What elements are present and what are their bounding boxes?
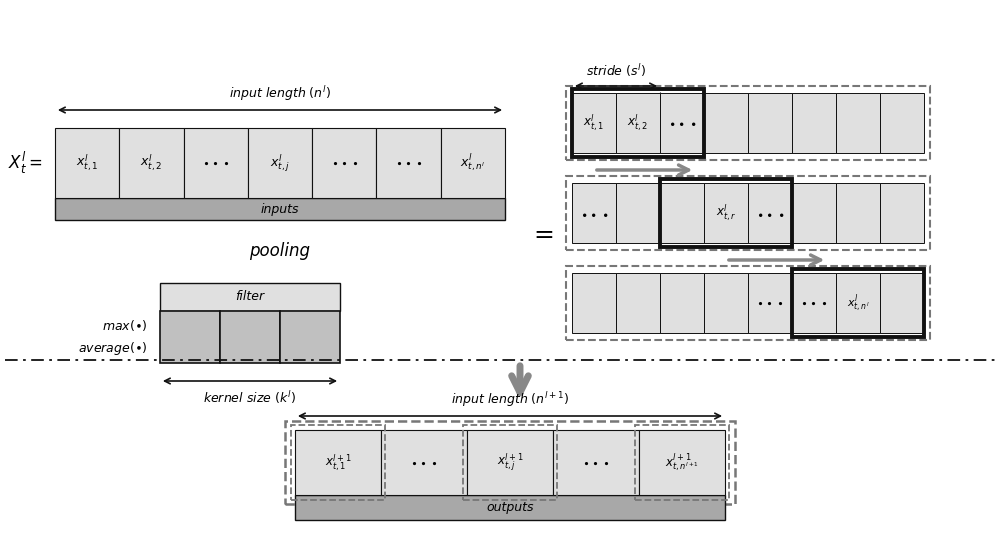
Bar: [285, 421, 735, 504]
Bar: [295, 430, 381, 495]
Text: $x_{t,j}^{l+1}$: $x_{t,j}^{l+1}$: [497, 452, 523, 473]
Bar: [704, 273, 748, 333]
Text: $x_{t,j}^{l}$: $x_{t,j}^{l}$: [270, 152, 290, 174]
Bar: [792, 93, 836, 153]
Bar: [441, 128, 505, 198]
Text: $x_{t,n^l}^{l}$: $x_{t,n^l}^{l}$: [460, 152, 485, 174]
Bar: [248, 128, 312, 198]
Bar: [704, 93, 748, 153]
Bar: [616, 93, 660, 153]
Text: input length $(n^{l+1})$: input length $(n^{l+1})$: [451, 390, 569, 409]
Bar: [792, 269, 924, 337]
Text: stride $(s^l)$: stride $(s^l)$: [586, 62, 646, 79]
Bar: [660, 93, 704, 153]
Bar: [660, 273, 704, 333]
Bar: [880, 93, 924, 153]
Bar: [660, 183, 704, 243]
Bar: [880, 273, 924, 333]
Bar: [160, 311, 220, 363]
Text: $\bullet\bullet\bullet$: $\bullet\bullet\bullet$: [331, 158, 358, 168]
Bar: [572, 93, 616, 153]
Text: pooling: pooling: [250, 242, 310, 260]
Bar: [792, 273, 836, 333]
Text: $=$: $=$: [529, 221, 555, 245]
Bar: [376, 128, 441, 198]
Bar: [880, 183, 924, 243]
Bar: [836, 183, 880, 243]
Bar: [572, 183, 616, 243]
Bar: [748, 183, 792, 243]
Bar: [291, 425, 385, 500]
Bar: [616, 273, 660, 333]
Bar: [280, 311, 340, 363]
Bar: [566, 86, 930, 160]
Text: $x_{t,1}^{l}$: $x_{t,1}^{l}$: [76, 153, 98, 173]
Text: $\bullet\bullet\bullet$: $\bullet\bullet\bullet$: [582, 458, 610, 467]
Text: $\bullet\bullet\bullet$: $\bullet\bullet\bullet$: [410, 458, 438, 467]
Bar: [312, 128, 376, 198]
Text: input length $(n^l)$: input length $(n^l)$: [229, 84, 331, 103]
Bar: [616, 183, 660, 243]
Text: $\bullet\bullet\bullet$: $\bullet\bullet\bullet$: [202, 158, 229, 168]
Bar: [55, 128, 119, 198]
Bar: [792, 183, 836, 243]
Text: $\bullet\bullet\bullet$: $\bullet\bullet\bullet$: [668, 117, 696, 129]
Text: $\bullet\bullet\bullet$: $\bullet\bullet\bullet$: [395, 158, 422, 168]
Text: $X_t^l =$: $X_t^l =$: [8, 150, 43, 176]
Bar: [704, 183, 748, 243]
Bar: [572, 273, 616, 333]
Bar: [160, 283, 340, 311]
Text: $x_{t,1}^{l+1}$: $x_{t,1}^{l+1}$: [325, 452, 351, 473]
Bar: [55, 198, 505, 220]
Bar: [119, 128, 184, 198]
Bar: [184, 128, 248, 198]
Bar: [566, 176, 930, 250]
Bar: [463, 425, 557, 500]
Bar: [566, 266, 930, 340]
Text: $x_{t,2}^{l}$: $x_{t,2}^{l}$: [140, 153, 163, 173]
Bar: [748, 93, 792, 153]
Text: $x_{t,1}^{l}$: $x_{t,1}^{l}$: [583, 113, 605, 133]
Bar: [836, 93, 880, 153]
Bar: [836, 273, 880, 333]
Bar: [748, 273, 792, 333]
Text: $\bullet\bullet\bullet$: $\bullet\bullet\bullet$: [580, 207, 608, 220]
Text: $x_{t,n^l}^{l}$: $x_{t,n^l}^{l}$: [847, 292, 869, 314]
Bar: [467, 430, 553, 495]
Bar: [660, 179, 792, 247]
Text: $x_{t,n^{l+1}}^{l+1}$: $x_{t,n^{l+1}}^{l+1}$: [665, 452, 699, 473]
Text: $x_{t,r}^{l}$: $x_{t,r}^{l}$: [716, 203, 736, 224]
Bar: [553, 430, 639, 495]
Text: $\bullet\bullet\bullet$: $\bullet\bullet\bullet$: [756, 298, 784, 308]
Text: $max(\bullet)$: $max(\bullet)$: [102, 318, 148, 333]
Bar: [381, 430, 467, 495]
Text: inputs: inputs: [261, 203, 299, 215]
Bar: [572, 89, 704, 157]
Bar: [635, 425, 729, 500]
Text: $average(\bullet)$: $average(\bullet)$: [78, 340, 148, 357]
Bar: [295, 495, 725, 520]
Bar: [220, 311, 280, 363]
Text: filter: filter: [235, 290, 265, 304]
Text: kernel size $(k^l)$: kernel size $(k^l)$: [203, 389, 297, 406]
Text: $\bullet\bullet\bullet$: $\bullet\bullet\bullet$: [756, 207, 784, 220]
Text: $\bullet\bullet\bullet$: $\bullet\bullet\bullet$: [800, 298, 828, 308]
Text: $x_{t,2}^{l}$: $x_{t,2}^{l}$: [627, 113, 649, 133]
Text: outputs: outputs: [486, 501, 534, 514]
Bar: [639, 430, 725, 495]
